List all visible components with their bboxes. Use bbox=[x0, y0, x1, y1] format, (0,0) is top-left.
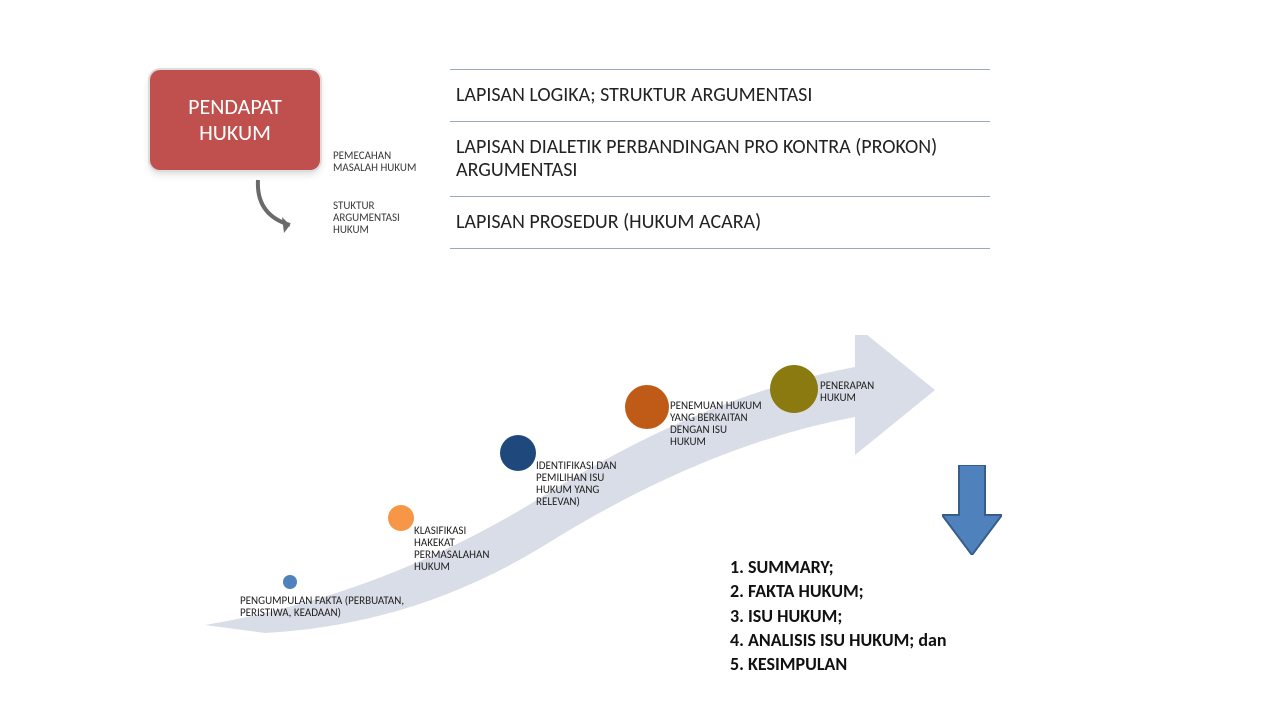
layer-3: LAPISAN PROSEDUR (HUKUM ACARA) bbox=[450, 196, 990, 249]
step-5-label: PENERAPAN HUKUM bbox=[820, 380, 900, 404]
step-1-label: PENGUMPULAN FAKTA (PERBUATAN, PERISTIWA,… bbox=[240, 595, 410, 619]
summary-item-2: 2. FAKTA HUKUM; bbox=[730, 579, 947, 603]
step-4-dot bbox=[625, 385, 669, 429]
step-2-label: KLASIFIKASI HAKEKAT PERMASALAHAN HUKUM bbox=[414, 525, 506, 573]
step-4-label: PENEMUAN HUKUM YANG BERKAITAN DENGAN ISU… bbox=[670, 400, 762, 448]
step-3-dot bbox=[500, 435, 536, 471]
summary-item-3: 3. ISU HUKUM; bbox=[730, 604, 947, 628]
summary-list: 1. SUMMARY; 2. FAKTA HUKUM; 3. ISU HUKUM… bbox=[730, 555, 947, 676]
side-label-2: STUKTUR ARGUMENTASI HUKUM bbox=[333, 200, 433, 236]
summary-item-4: 4. ANALISIS ISU HUKUM; dan bbox=[730, 628, 947, 652]
summary-item-1: 1. SUMMARY; bbox=[730, 555, 947, 579]
side-labels: PEMECAHAN MASALAH HUKUM STUKTUR ARGUMENT… bbox=[333, 150, 433, 262]
summary-item-5: 5. KESIMPULAN bbox=[730, 652, 947, 676]
step-3-label: IDENTIFIKASI DAN PEMILIHAN ISU HUKUM YAN… bbox=[536, 460, 628, 508]
step-5-dot bbox=[770, 365, 818, 413]
layer-2: LAPISAN DIALETIK PERBANDINGAN PRO KONTRA… bbox=[450, 121, 990, 197]
layers-list: LAPISAN LOGIKA; STRUKTUR ARGUMENTASI LAP… bbox=[450, 70, 990, 249]
step-1-dot bbox=[283, 575, 297, 589]
layer-1: LAPISAN LOGIKA; STRUKTUR ARGUMENTASI bbox=[450, 69, 990, 122]
main-title-text: PENDAPAT HUKUM bbox=[150, 94, 320, 147]
main-title-box: PENDAPAT HUKUM bbox=[150, 70, 320, 170]
side-label-1: PEMECAHAN MASALAH HUKUM bbox=[333, 150, 433, 174]
curved-arrow-icon bbox=[248, 175, 318, 245]
step-2-dot bbox=[388, 505, 414, 531]
down-arrow-icon bbox=[942, 465, 1002, 555]
